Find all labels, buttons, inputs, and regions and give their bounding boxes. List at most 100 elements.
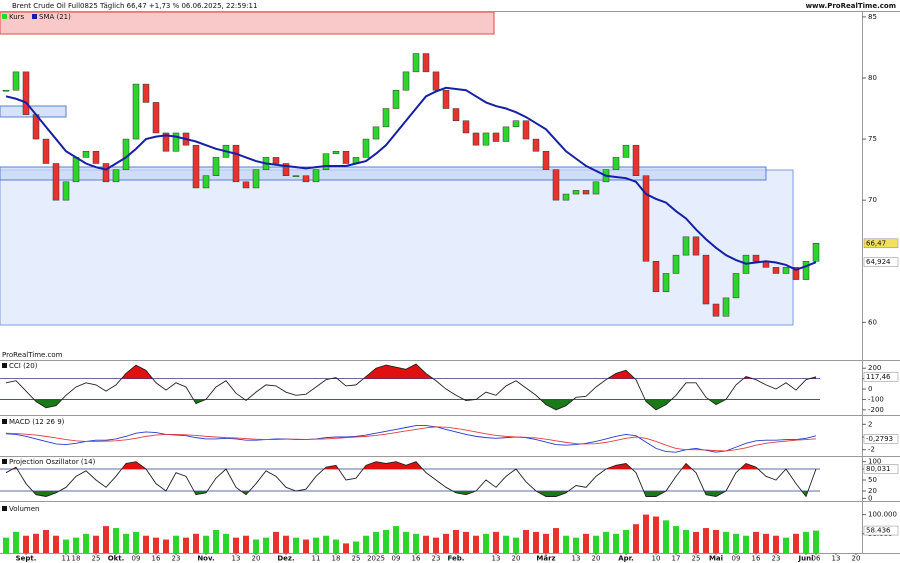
resistance-zone (0, 11, 495, 35)
volume-bar (723, 531, 729, 553)
candle (2, 89, 10, 92)
candle (42, 138, 50, 164)
y-tick-label: 0 (868, 494, 872, 502)
x-tick-label: 25 (352, 555, 361, 563)
x-tick-label: 13 (492, 555, 501, 563)
volume-bar (653, 516, 659, 553)
x-tick-label: 25 (92, 555, 101, 563)
candle (612, 157, 620, 170)
x-tick-label: Feb. (448, 555, 465, 563)
legend-label: Kurs (9, 13, 25, 21)
candle (402, 71, 410, 91)
panel-title: MACD (12 26 9) (9, 418, 65, 426)
x-tick-label: Nov. (197, 555, 214, 563)
volume-bar (703, 528, 709, 553)
candle (662, 273, 670, 293)
volume-bar (443, 533, 449, 553)
candle (62, 181, 70, 201)
volume-bar (693, 531, 699, 553)
x-tick-label: Dez. (277, 555, 294, 563)
volume-bar (313, 537, 319, 553)
volume-bar (343, 543, 349, 553)
volume-bar (573, 537, 579, 553)
volume-bar (263, 537, 269, 553)
candle (572, 190, 580, 195)
level-fill (34, 399, 726, 410)
support-zone (0, 169, 794, 326)
x-tick-label: 20 (852, 555, 861, 563)
volume-bar (33, 533, 39, 553)
candle (812, 243, 820, 262)
volume-bar (783, 537, 789, 553)
volume-bar (483, 533, 489, 553)
x-tick-label: Mai (709, 555, 723, 563)
candle (792, 267, 800, 280)
volume-bar (553, 528, 559, 553)
volume-bar (683, 529, 689, 553)
x-tick-label: 23 (432, 555, 441, 563)
x-tick-label: Sept. (16, 555, 37, 563)
volume-bar (533, 531, 539, 553)
candle (302, 175, 310, 183)
volume-bar (293, 537, 299, 553)
volume-bar (583, 533, 589, 553)
y-tick-label: 200 (868, 364, 881, 372)
value-badge-label: -0,2793 (866, 435, 893, 443)
candle (362, 138, 370, 158)
y-tick-label: 85 (868, 13, 877, 21)
candle (102, 163, 110, 183)
panel-title: CCI (20) (9, 362, 38, 370)
y-tick-label: -200 (868, 406, 884, 414)
volume-bar (243, 535, 249, 553)
volume-bar (83, 533, 89, 553)
volume-bar (373, 531, 379, 553)
y-tick-label: 100.000 (868, 511, 897, 519)
panel-icon (2, 419, 7, 424)
volume-bar (163, 539, 169, 553)
y-tick-label: 2 (868, 420, 872, 428)
volume-bar (493, 531, 499, 553)
candle (142, 83, 150, 103)
value-badge-label: 66,47 (866, 239, 886, 247)
level-fill (6, 491, 816, 497)
legend-swatch (32, 14, 37, 19)
x-tick-label: 16 (752, 555, 761, 563)
candle (592, 181, 600, 195)
candle (202, 175, 210, 189)
candle (232, 144, 240, 183)
x-tick-label: 23 (172, 555, 181, 563)
candle (752, 254, 760, 262)
candle (12, 71, 20, 91)
candle (212, 157, 220, 176)
volume-bar (793, 533, 799, 553)
candle (722, 297, 730, 317)
indicator-line (5, 461, 817, 498)
level-fill (6, 461, 816, 469)
volume-bar (633, 524, 639, 553)
candle (782, 267, 790, 274)
legend-label: SMA (21) (39, 13, 71, 21)
candle (162, 132, 170, 152)
candle (682, 236, 690, 256)
volume-bar (13, 531, 19, 553)
header-title: Brent Crude Oil Full0825 Täglich 66,47 +… (12, 2, 257, 10)
value-badge (863, 434, 899, 444)
volume-bar (153, 537, 159, 553)
volume-bar (453, 529, 459, 553)
candle (342, 151, 350, 164)
candle (82, 151, 90, 158)
indicator-line (5, 363, 817, 411)
x-tick-label: 16 (412, 555, 421, 563)
candle (552, 169, 560, 201)
volume-bar (93, 535, 99, 553)
volume-bar (103, 526, 109, 553)
candle (192, 144, 200, 189)
candle (52, 163, 60, 201)
x-tick-label: März (536, 555, 555, 563)
volume-bar (503, 535, 509, 553)
candle (532, 138, 540, 152)
candle (422, 53, 430, 73)
volume-bar (123, 533, 129, 553)
candle (282, 163, 290, 176)
